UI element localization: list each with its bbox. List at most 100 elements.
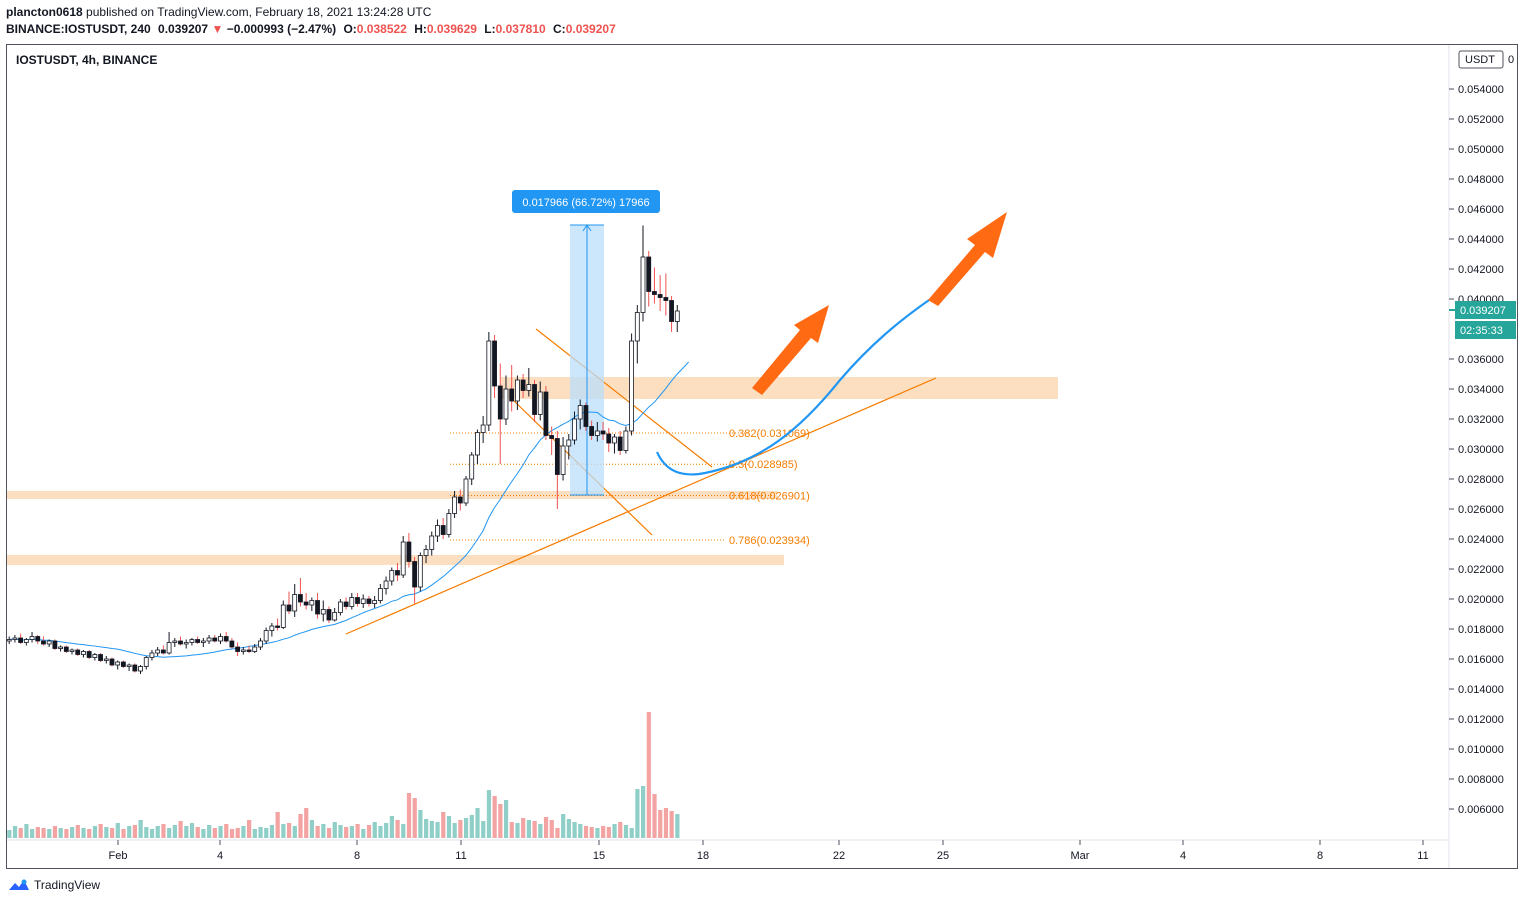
candle-body (29, 636, 35, 640)
volume-bar (70, 827, 75, 838)
candle-body (326, 609, 332, 621)
price-tick-label: 0.054000 (1458, 84, 1504, 96)
candle-body (200, 640, 206, 643)
volume-bar (669, 811, 674, 838)
candle-body (612, 436, 617, 444)
trendline-layer (9, 224, 937, 658)
candle-body (423, 549, 429, 556)
price-change: −0.000993 (−2.47%) (226, 22, 337, 36)
candle-body (360, 598, 366, 604)
candle-body (349, 597, 355, 607)
price-tick-label: 0.018000 (1458, 624, 1504, 636)
candle-body (172, 640, 178, 643)
volume-bar (464, 818, 469, 838)
projection-curve (655, 297, 933, 476)
volume-bar (623, 825, 629, 838)
price-tick-label: 0.020000 (1458, 594, 1504, 606)
volume-bar (138, 820, 143, 838)
candle-body (549, 435, 555, 439)
annotation-layer: 0.017966 (66.72%) 17966 (512, 190, 1007, 476)
time-tick-label: 25 (937, 850, 949, 862)
volume-bar (646, 712, 651, 838)
volume-bar (538, 824, 543, 838)
volume-bar (241, 826, 246, 838)
wedge-upper-line (535, 328, 713, 468)
volume-bar (52, 826, 58, 838)
candle-body (292, 594, 298, 612)
volume-bar (446, 816, 452, 838)
volume-bar (224, 824, 229, 838)
volume-bar (384, 823, 389, 838)
volume-bar (35, 827, 40, 838)
moving-average-line (9, 361, 690, 658)
candle-body (617, 436, 623, 451)
publisher-name[interactable]: plancton0618 (6, 5, 83, 19)
candle-body (475, 432, 480, 456)
price-badge-box (1455, 301, 1516, 319)
price-tick-label: 0.030000 (1458, 444, 1504, 456)
volume-bar (18, 828, 23, 838)
volume-bar (258, 827, 263, 838)
volume-bar (7, 830, 12, 838)
volume-bar (109, 828, 115, 838)
volume-bar (555, 828, 560, 838)
candle-body (252, 646, 258, 652)
candle-body (435, 525, 440, 537)
volume-bar (218, 826, 223, 838)
candle-body (166, 642, 172, 654)
chart-title: IOSTUSDT, 4h, BINANCE (16, 53, 158, 67)
candle-body (355, 597, 360, 604)
volume-bar (458, 820, 463, 838)
candle-body (440, 525, 446, 535)
candle-body (286, 604, 292, 612)
price-tick-label: 0.012000 (1458, 714, 1504, 726)
time-tick-label: Mar (1071, 850, 1090, 862)
volume-bar (195, 827, 200, 838)
candle-body (115, 661, 121, 666)
price-tick-label: 0.024000 (1458, 534, 1504, 546)
open-label: O: (343, 22, 357, 36)
candle-body (69, 649, 75, 652)
candle-body (514, 379, 520, 402)
candle-body (457, 496, 463, 504)
volume-bar (498, 804, 503, 838)
time-tick-label: 22 (833, 850, 845, 862)
candle-body (189, 639, 195, 643)
candle-body (309, 600, 315, 606)
volume-bar (47, 829, 52, 838)
candle-body (629, 340, 634, 432)
price-tick-label: 0.022000 (1458, 564, 1504, 576)
candle-body (121, 661, 126, 667)
time-tick-label: Feb (109, 850, 128, 862)
footer-brand-label: TradingView (34, 878, 101, 892)
volume-bar (675, 814, 680, 838)
candle-body (377, 588, 383, 601)
chart-frame (6, 44, 1518, 869)
volume-bar (606, 827, 611, 838)
volume-bar (469, 815, 474, 838)
candle-body (452, 496, 457, 514)
zone-layer (7, 377, 1058, 565)
candle-body (246, 649, 252, 652)
ascending-trendline (345, 377, 937, 635)
volume-bar (178, 821, 183, 838)
support-zone-upper (7, 491, 777, 499)
last-price: 0.039207 (158, 22, 209, 36)
ohlc-line: BINANCE:IOSTUSDT, 240 0.039207 ▼ −0.0009… (6, 22, 616, 36)
candle-body (23, 639, 29, 643)
candle-body (337, 601, 343, 613)
price-tick-label: 0.008000 (1458, 774, 1504, 786)
price-tick-label: 0.050000 (1458, 144, 1504, 156)
volume-bar (264, 828, 269, 838)
volume-bar (172, 825, 177, 838)
candle-body (18, 637, 24, 643)
volume-bar (121, 829, 126, 838)
candle-body (446, 513, 452, 535)
candle-body (417, 555, 423, 588)
candle-body (240, 649, 246, 652)
volume-bar (395, 820, 400, 838)
footer-brand[interactable]: TradingView (8, 878, 100, 892)
volume-bar (87, 829, 92, 838)
volume-bar (75, 825, 80, 838)
